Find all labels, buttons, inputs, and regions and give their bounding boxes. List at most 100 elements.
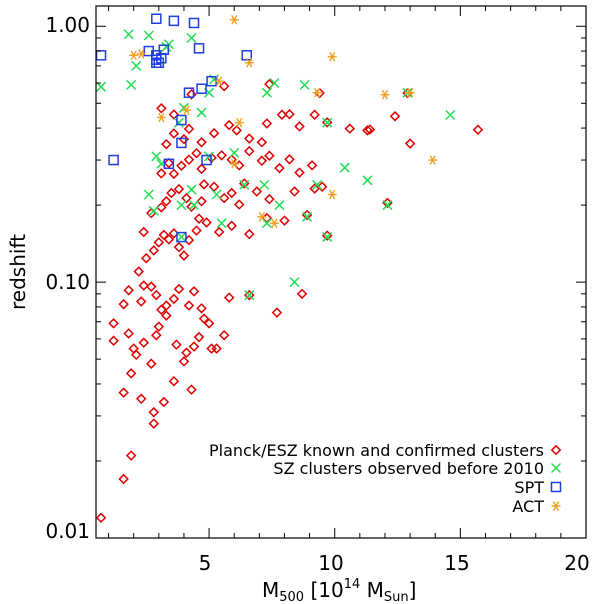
point-0-107 — [161, 138, 172, 150]
point-0-81 — [233, 199, 245, 210]
point-1-21 — [151, 151, 162, 162]
point-0-131 — [218, 80, 230, 92]
y-tick-label-1.00: 1.00 — [45, 13, 90, 37]
point-0-21 — [161, 310, 172, 321]
point-0-9 — [168, 375, 180, 387]
point-3-10-stroke-c — [329, 51, 336, 62]
point-0-78 — [208, 181, 220, 192]
legend: Planck/ESZ known and confirmed clusters … — [209, 441, 562, 516]
point-0-72 — [166, 187, 177, 199]
point-3-16 — [257, 211, 267, 222]
point-3-8-stroke-c — [231, 158, 238, 169]
point-1-20-stroke-b — [362, 175, 373, 186]
point-1-4-stroke-b — [143, 30, 154, 41]
point-1-23-stroke-b — [204, 151, 215, 162]
point-3-0 — [129, 50, 139, 61]
point-1-31-stroke-b — [274, 200, 285, 211]
point-0-76 — [196, 196, 207, 207]
point-0-111 — [196, 137, 207, 148]
point-3-3 — [181, 105, 191, 116]
point-0-34 — [146, 281, 157, 292]
point-2-11 — [151, 57, 162, 69]
legend-marker-3-stroke-c — [552, 501, 560, 511]
point-3-15-stroke-c — [271, 218, 278, 229]
point-3-4 — [229, 14, 239, 25]
point-3-1-stroke-c — [138, 49, 145, 59]
point-0-2 — [125, 450, 137, 461]
point-2-3 — [168, 15, 180, 27]
point-0-82 — [238, 178, 250, 189]
point-0-67 — [321, 230, 333, 241]
point-3-0-stroke-c — [130, 50, 137, 61]
point-3-9-stroke-c — [314, 87, 321, 98]
point-0-100 — [244, 145, 255, 157]
point-0-37 — [161, 300, 172, 311]
point-0-119 — [294, 121, 305, 132]
x-tick-label-20: 20 — [564, 551, 589, 575]
point-1-2-stroke-b — [131, 60, 142, 71]
point-1-26-stroke-b — [148, 205, 159, 216]
point-0-121 — [321, 117, 333, 128]
point-1-17-stroke-b — [196, 107, 207, 118]
point-0-26 — [198, 313, 210, 324]
x-axis-label: M500 [1014 MSun] — [262, 577, 416, 604]
point-0-55 — [173, 241, 185, 253]
point-1-33-stroke-b — [382, 200, 393, 211]
point-1-3-stroke-b — [126, 79, 137, 90]
point-1-7 — [186, 32, 197, 43]
point-1-41 — [302, 211, 313, 222]
point-0-63 — [244, 228, 255, 240]
legend-label-sz: SZ clusters observed before 2010 — [273, 459, 544, 478]
legend-marker-3 — [551, 501, 561, 511]
point-1-20 — [362, 175, 373, 186]
point-1-12 — [299, 79, 310, 90]
point-3-7 — [214, 76, 224, 87]
y-tick-label-0.01: 0.01 — [45, 519, 90, 543]
point-0-25 — [193, 331, 205, 343]
x-axis-label-end: ] — [409, 578, 417, 602]
point-3-14 — [327, 189, 337, 200]
point-1-37-stroke-b — [261, 218, 272, 229]
point-1-17 — [196, 107, 207, 118]
point-0-51 — [153, 237, 165, 248]
point-3-2-stroke-c — [158, 112, 165, 123]
point-1-0-stroke-b — [95, 81, 107, 92]
point-1-24 — [229, 147, 240, 158]
point-1-28-stroke-b — [211, 189, 222, 200]
legend-label-spt: SPT — [514, 478, 544, 497]
point-2-17 — [183, 87, 195, 98]
y-tick-label-0.10: 0.10 — [45, 270, 90, 294]
point-3-8 — [229, 158, 239, 169]
point-0-118 — [276, 109, 288, 121]
point-0-50 — [148, 245, 160, 256]
point-1-6 — [163, 39, 174, 50]
point-1-41-stroke-b — [302, 211, 313, 222]
point-0-60 — [201, 217, 212, 228]
point-2-21 — [193, 43, 205, 54]
point-0-29 — [218, 329, 230, 341]
point-0-91 — [168, 168, 180, 180]
point-0-71 — [161, 196, 172, 207]
point-0-110 — [183, 123, 195, 135]
point-1-35-stroke-b — [289, 277, 300, 288]
point-0-94 — [191, 147, 202, 159]
point-1-12-stroke-b — [299, 79, 310, 90]
point-2-4 — [188, 17, 200, 29]
point-1-39-stroke-b — [186, 184, 197, 195]
point-0-105 — [294, 167, 305, 178]
point-2-15 — [176, 137, 187, 149]
point-0-128 — [156, 103, 167, 114]
point-0-117 — [261, 118, 273, 129]
point-0-73 — [173, 183, 185, 195]
series-0 — [95, 78, 484, 524]
series-1 — [95, 29, 456, 301]
point-1-38 — [216, 218, 227, 229]
point-1-25-stroke-b — [143, 189, 154, 200]
point-1-15-stroke-b — [173, 117, 184, 128]
point-1-18 — [322, 117, 333, 128]
point-1-7-stroke-b — [186, 32, 197, 43]
point-0-17 — [138, 337, 150, 348]
point-3-10 — [327, 51, 337, 62]
point-0-126 — [404, 138, 416, 149]
